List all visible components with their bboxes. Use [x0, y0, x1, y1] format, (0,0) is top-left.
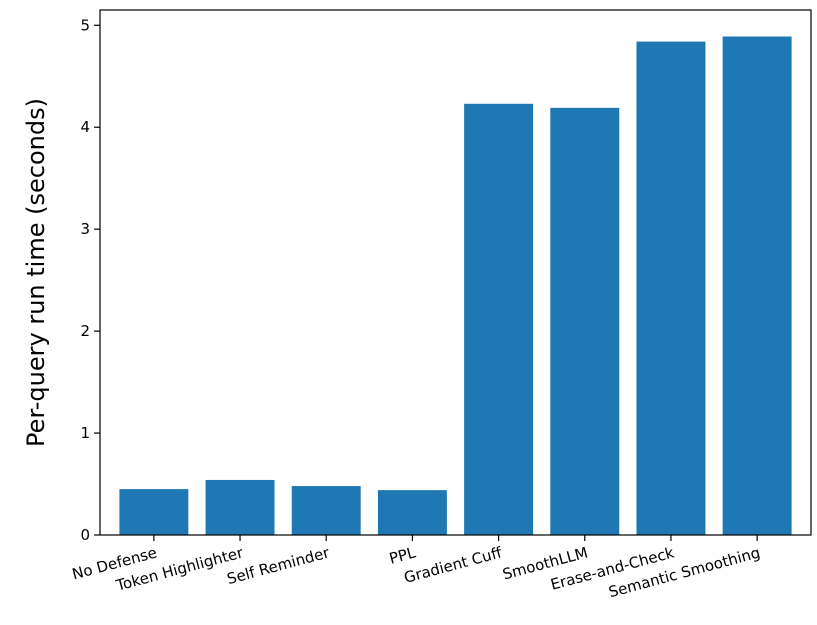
y-tick-label: 4 [80, 118, 90, 136]
y-tick-label: 2 [80, 322, 90, 340]
bar-self-reminder [291, 486, 361, 535]
bar-erase-and-check [636, 41, 706, 536]
y-tick-label: 0 [80, 526, 90, 544]
plot-frame [99, 9, 812, 536]
y-tick-label: 5 [80, 16, 90, 34]
y-axis: 0 1 2 3 4 5 [80, 16, 100, 544]
y-tick-label: 3 [80, 220, 90, 238]
y-tick-label: 1 [80, 424, 90, 442]
bar-smoothllm [550, 107, 620, 535]
y-axis-label: Per-query run time (seconds) [22, 98, 50, 447]
bar-gradient-cuff [464, 103, 534, 535]
x-tick-label-ppl: PPL [387, 543, 418, 567]
bar-semantic-smoothing [722, 36, 792, 536]
bar-ppl [377, 490, 447, 535]
bar-no-defense [119, 489, 189, 535]
x-tick-label-gradient-cuff: Gradient Cuff [402, 543, 504, 587]
bars-group [119, 36, 792, 536]
bar-token-highlighter [205, 479, 275, 535]
